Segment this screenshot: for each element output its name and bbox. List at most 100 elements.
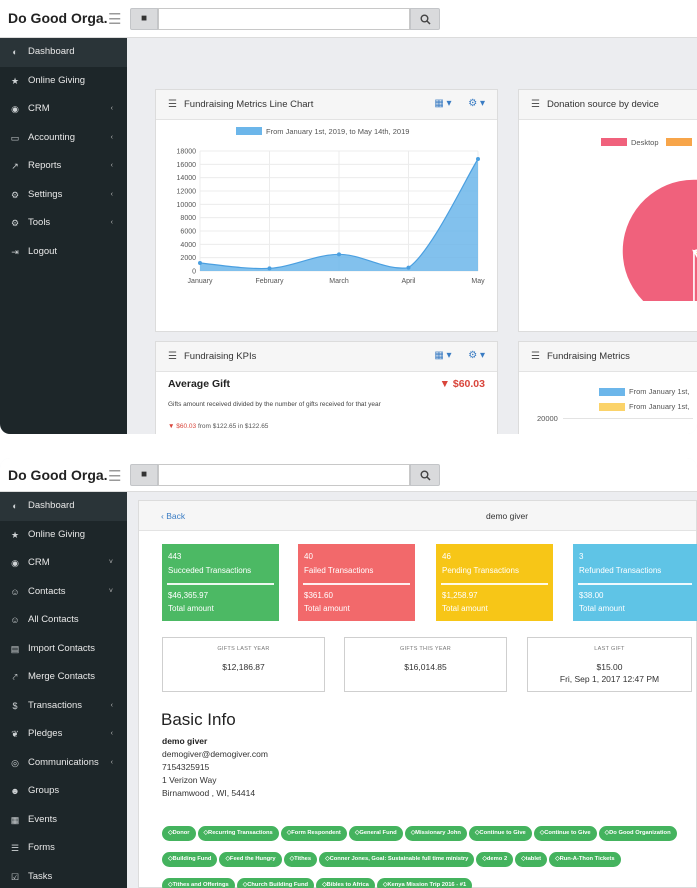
tag-badge[interactable]: Church Building Fund	[236, 878, 315, 888]
sidebar-item-label: Settings	[28, 188, 63, 200]
sidebar-item-communications[interactable]: ◎ Communications ‹	[0, 749, 127, 778]
sidebar-item-label: Reports	[28, 160, 62, 171]
sidebar-item-online-giving[interactable]: ★ Online Giving	[0, 521, 127, 550]
kpi-value-text: $60.03	[452, 378, 485, 390]
pie-slice	[621, 178, 697, 301]
menu-toggle-icon[interactable]: ☰	[108, 11, 122, 28]
search-icon	[420, 470, 431, 481]
tag-badge[interactable]: Missionary John	[404, 826, 467, 841]
tag-badge[interactable]: Recurring Transactions	[197, 826, 279, 841]
tag-badge[interactable]: Tithes and Offerings	[162, 878, 235, 888]
stat-card[interactable]: 40 Failed Transactions $361.60 Total amount	[298, 544, 415, 621]
kpi-change-value: $60.03	[176, 423, 197, 430]
data-point	[476, 157, 480, 161]
sidebar-item-label: Dashboard	[28, 500, 75, 511]
tag-badge[interactable]: tablet	[515, 852, 548, 867]
menu-toggle-icon[interactable]: ☰	[108, 468, 122, 485]
sidebar-item-contacts[interactable]: ☺ Contacts ˅	[0, 578, 127, 607]
sidebar-item-dashboard[interactable]: ◐ Dashboard	[0, 38, 127, 67]
down-arrow-icon: ▼	[168, 423, 175, 430]
gift-date: Fri, Sep 1, 2017 12:47 PM	[559, 674, 660, 684]
tag-badge[interactable]: Feed the Hungry	[219, 852, 282, 867]
chevron-icon: ˅	[108, 587, 113, 595]
sidebar-item-forms[interactable]: ☰ Forms	[0, 834, 127, 863]
gift-summary-box: LAST GIFT $15.00 Fri, Sep 1, 2017 12:47 PM	[527, 637, 692, 692]
stat-card[interactable]: 46 Pending Transactions $1,258.97 Total amo…	[436, 544, 553, 621]
sidebar-item-label: Communications	[28, 756, 99, 768]
sidebar-item-crm[interactable]: ◉ CRM ‹	[0, 95, 127, 124]
sidebar-item-transactions[interactable]: $ Transactions ‹	[0, 692, 127, 721]
donor-email[interactable]: demogiver@demogiver.com	[162, 749, 268, 759]
sidebar-item-tasks[interactable]: ☑ Tasks	[0, 863, 127, 888]
tag-badge[interactable]: Kenya Mission Trip 2016 - #1	[376, 878, 473, 888]
tag-badge[interactable]: Donor	[162, 826, 196, 841]
user-icon[interactable]: ■	[130, 464, 158, 486]
panel-title: Donation source by device	[547, 99, 659, 110]
dashboard-icon: ◐	[12, 501, 18, 511]
brand-logo[interactable]: Do Good Orga...	[8, 10, 108, 26]
tag-badge[interactable]: demo 2	[476, 852, 514, 867]
chevron-icon: ‹	[110, 701, 113, 709]
tag-badge[interactable]: Continue to Give	[468, 826, 532, 841]
stat-card[interactable]: 443 Succeded Transactions $46,365.97 Total …	[162, 544, 279, 621]
sidebar-item-pledges[interactable]: ❦ Pledges ‹	[0, 720, 127, 749]
tag-badge[interactable]: Do Good Organization	[598, 826, 677, 841]
tag-badge[interactable]: Form Respondent	[280, 826, 347, 841]
sidebar-item-label: All Contacts	[28, 614, 79, 625]
sidebar-item-import-contacts[interactable]: ▤ Import Contacts	[0, 635, 127, 664]
data-point	[198, 261, 202, 265]
tag-badge[interactable]: Bibles to Africa	[316, 878, 375, 888]
stat-count: 443	[168, 552, 182, 561]
tag-badge[interactable]: General Fund	[348, 826, 403, 841]
sidebar-item-settings[interactable]: ⚙ Settings ‹	[0, 181, 127, 210]
sidebar-item-logout[interactable]: ⇥ Logout	[0, 238, 127, 267]
sidebar-item-events[interactable]: ▦ Events	[0, 806, 127, 835]
search-button[interactable]	[410, 8, 440, 30]
sidebar-item-merge-contacts[interactable]: ⤤ Merge Contacts	[0, 663, 127, 692]
tag-badge[interactable]: Conner Jones, Goal: Sustainable full tim…	[319, 852, 475, 867]
file-icon: ▤	[10, 643, 20, 654]
y-tick-label: 12000	[177, 189, 197, 196]
tag-badge[interactable]: Tithes	[283, 852, 318, 867]
sidebar-item-dashboard[interactable]: ◐ Dashboard	[0, 492, 127, 521]
search-input[interactable]	[158, 8, 410, 30]
panel-tools[interactable]: ▦ ▾ ⚙ ▾	[434, 98, 485, 109]
sidebar-item-tools[interactable]: ⚙ Tools ‹	[0, 209, 127, 238]
chevron-icon: ‹	[110, 133, 113, 141]
kpi-panel: ☰ Fundraising KPIs ▦ ▾ ⚙ ▾ Average Gift …	[155, 341, 498, 434]
stat-card[interactable]: 3 Refunded Transactions $38.00 Total amount	[573, 544, 697, 621]
panel-tools[interactable]: ▦ ▾ ⚙ ▾	[434, 350, 485, 361]
star-icon: ★	[10, 529, 20, 540]
user-icon[interactable]: ■	[130, 8, 158, 30]
stat-amount: $1,258.97	[442, 591, 478, 600]
gift-heading: LAST GIFT	[594, 646, 625, 652]
brand-logo[interactable]: Do Good Orga...	[8, 467, 108, 483]
sidebar-item-label: Online Giving	[28, 74, 86, 86]
sidebar-item-crm[interactable]: ◉ CRM ˅	[0, 549, 127, 578]
y-tick-label: 20000	[537, 414, 558, 423]
tag-badge[interactable]: Continue to Give	[533, 826, 597, 841]
sidebar-item-accounting[interactable]: ▭ Accounting ‹	[0, 124, 127, 153]
user-circle-icon: ◉	[11, 104, 19, 114]
logout-icon: ⇥	[11, 246, 19, 257]
back-link[interactable]: ‹ Back	[161, 511, 186, 521]
dashboard-icon: ◐	[12, 47, 18, 57]
sidebar-item-groups[interactable]: ☻ Groups	[0, 777, 127, 806]
pie-slice	[692, 249, 697, 259]
star-icon: ★	[10, 75, 20, 86]
page-title: demo giver	[486, 511, 529, 521]
sidebar-item-label: Events	[28, 813, 58, 825]
gift-heading: GIFTS LAST YEAR	[217, 646, 270, 652]
sidebar-item-online-giving[interactable]: ★ Online Giving	[0, 67, 127, 96]
sidebar-item-reports[interactable]: ↗ Reports ‹	[0, 152, 127, 181]
sidebar-item-all-contacts[interactable]: ☺ All Contacts	[0, 606, 127, 635]
legend-label: From January 1st,	[629, 402, 690, 411]
dashboard-screenshot: Do Good Orga... ☰ ■ ◐ Dashboard ★ Online Gi…	[0, 0, 697, 434]
sidebar-item-label: Logout	[28, 245, 58, 257]
panel-header: ☰ Fundraising KPIs ▦ ▾ ⚙ ▾	[156, 342, 497, 372]
search-button[interactable]	[410, 464, 440, 486]
search-input[interactable]	[158, 464, 410, 486]
tag-badge[interactable]: Building Fund	[162, 852, 218, 867]
tag-badge[interactable]: Run-A-Thon Tickets	[549, 852, 621, 867]
gift-heading: GIFTS THIS YEAR	[399, 646, 452, 652]
